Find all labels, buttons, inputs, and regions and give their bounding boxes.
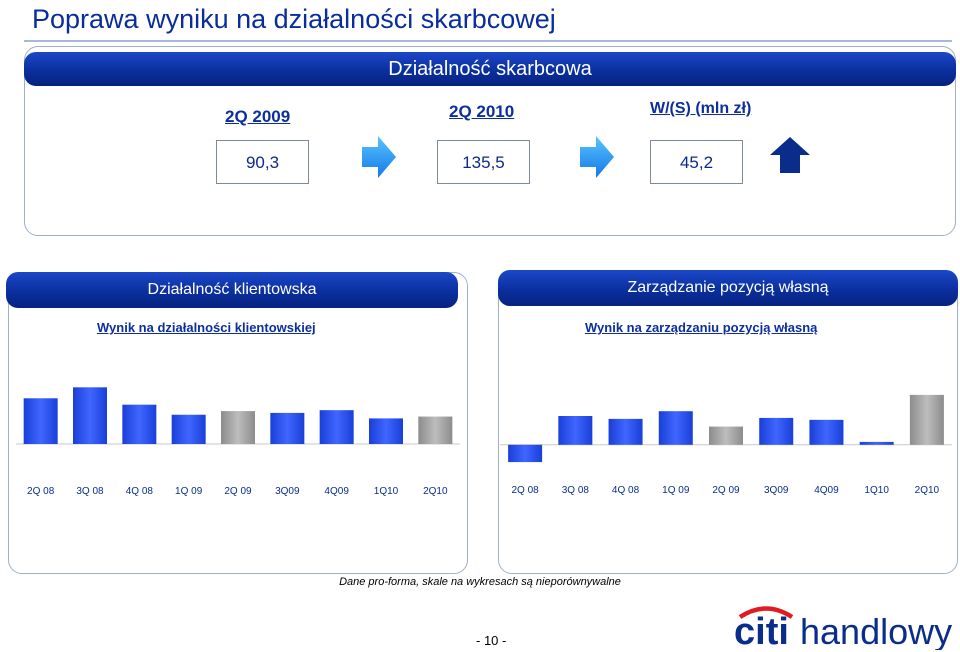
own-position-banner-label: Zarządzanie pozycją własną <box>627 279 829 296</box>
tick-label: 2Q10 <box>423 486 448 497</box>
arrow-up-icon <box>770 137 810 173</box>
bar-3q08 <box>73 387 107 444</box>
footnote: Dane pro-forma, skale na wykresach są ni… <box>339 576 621 588</box>
client-chart-subtitle: Wynik na działalności klientowskiej <box>97 320 316 335</box>
bar-4q08 <box>608 418 643 445</box>
bar-2q08 <box>508 444 543 463</box>
logo-handlowy-text: handlowy <box>800 611 952 650</box>
bar-4q09 <box>809 419 844 445</box>
tick-label: 2Q 08 <box>27 486 55 497</box>
bar-2q09 <box>221 411 255 444</box>
tick-label: 1Q 09 <box>175 486 203 497</box>
treasury-banner-label: Działalność skarbcowa <box>388 58 592 80</box>
bar-2q09 <box>709 426 743 445</box>
citi-handlowy-logo: citi handlowy <box>734 606 952 650</box>
client-banner-label: Działalność klientowska <box>147 281 317 298</box>
tick-label: 2Q 09 <box>712 485 740 496</box>
page-number: - 10 - <box>476 633 507 648</box>
bar-1q09 <box>171 414 206 444</box>
bar-1q09 <box>658 411 693 445</box>
tick-label: 4Q09 <box>814 485 839 496</box>
arrow-right-icon <box>362 136 396 178</box>
bar-2q10 <box>909 394 944 445</box>
client-banner: Działalność klientowska <box>6 272 458 308</box>
tick-label: 4Q09 <box>324 486 349 497</box>
logo-citi-text: citi <box>734 611 789 650</box>
bar-4q08 <box>122 404 157 444</box>
period-label-1: 2Q 2009 <box>225 107 291 126</box>
tick-label: 4Q 08 <box>126 486 154 497</box>
page-title: Poprawa wyniku na działalności skarbcowe… <box>32 4 556 34</box>
tick-label: 2Q 09 <box>224 486 252 497</box>
own-position-result-chart: 2Q 08 3Q 08 4Q 08 1Q 09 2Q 09 3Q09 4Q09 1Q10 2Q1… <box>500 394 952 496</box>
bar-3q09 <box>270 412 305 444</box>
tick-label: 1Q 09 <box>662 485 690 496</box>
bar-3q09 <box>759 417 794 445</box>
period-label-3: W/(S) (mln zł) <box>650 100 752 117</box>
period-label-2: 2Q 2010 <box>449 102 515 121</box>
bar-3q08 <box>558 416 593 445</box>
bar-4q09 <box>319 410 354 444</box>
tick-label: 3Q 08 <box>562 485 590 496</box>
tick-label: 1Q10 <box>864 485 889 496</box>
value-box-3: 45,2 <box>650 140 743 184</box>
value-1: 90,3 <box>245 153 280 172</box>
tick-label: 2Q 08 <box>511 485 539 496</box>
own-position-chart-subtitle: Wynik na zarządzaniu pozycją własną <box>585 320 818 335</box>
tick-label: 2Q10 <box>915 485 940 496</box>
arrow-right-icon <box>580 136 614 178</box>
bar-1q10 <box>859 441 894 445</box>
tick-label: 3Q09 <box>275 486 300 497</box>
tick-label: 3Q 08 <box>76 486 104 497</box>
value-3: 45,2 <box>679 153 714 172</box>
tick-label: 3Q09 <box>764 485 789 496</box>
value-2: 135,5 <box>462 153 505 172</box>
bar-2q08 <box>23 398 58 444</box>
tick-label: 1Q10 <box>374 486 399 497</box>
bar-2q10 <box>418 416 453 444</box>
title-divider <box>24 40 952 42</box>
bar-1q10 <box>369 418 403 444</box>
value-box-2: 135,5 <box>437 140 530 184</box>
value-box-1: 90,3 <box>216 140 309 184</box>
client-result-chart: 2Q 08 3Q 08 4Q 08 1Q 09 2Q 09 3Q09 4Q09 1Q10 2Q1… <box>16 387 460 497</box>
tick-label: 4Q 08 <box>612 485 640 496</box>
own-position-banner: Zarządzanie pozycją własną <box>498 270 958 306</box>
treasury-banner: Działalność skarbcowa <box>24 52 956 86</box>
